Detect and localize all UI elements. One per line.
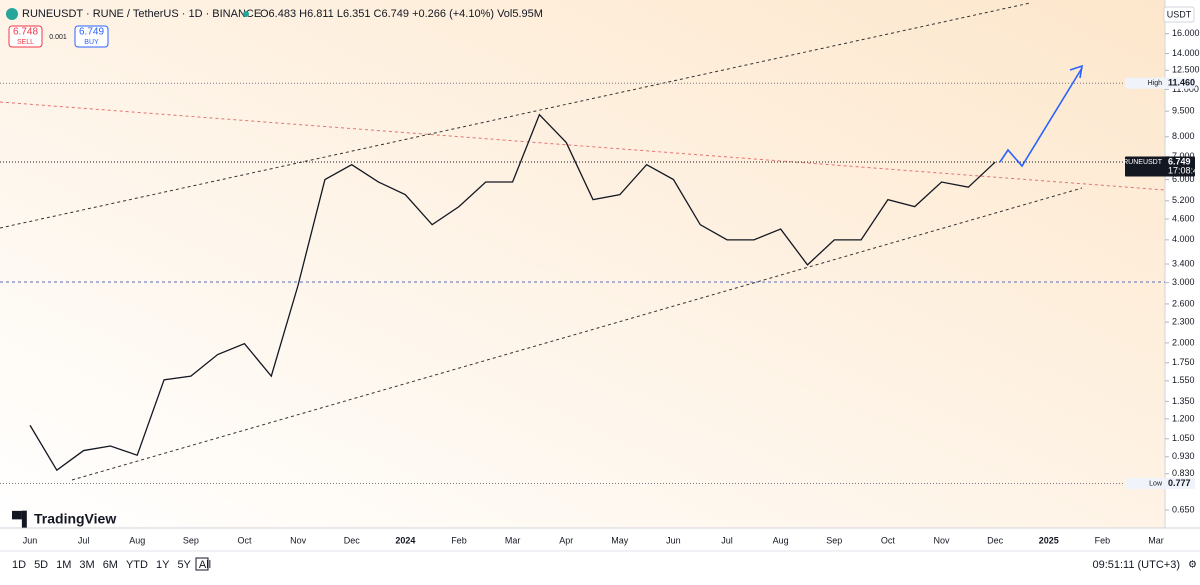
range-button[interactable]: All bbox=[199, 559, 211, 571]
x-tick-label: Oct bbox=[881, 535, 896, 545]
range-button[interactable]: 3M bbox=[79, 559, 94, 571]
x-tick-label: Mar bbox=[505, 535, 521, 545]
y-tick-label: 1.350 bbox=[1172, 396, 1195, 406]
y-tick-label: 9.500 bbox=[1172, 106, 1195, 116]
range-button[interactable]: 5D bbox=[34, 559, 48, 571]
x-tick-label: Jun bbox=[666, 535, 681, 545]
forecast-arrow bbox=[999, 67, 1083, 168]
channel-bottom bbox=[71, 187, 1083, 481]
clock: 09:51:11 (UTC+3) bbox=[1092, 559, 1180, 571]
symbol[interactable]: RUNEUSDT · RUNE / TetherUS · 1D · BINANC… bbox=[22, 8, 261, 20]
range-button[interactable]: 1M bbox=[56, 559, 71, 571]
y-tick-label: 2.600 bbox=[1172, 298, 1195, 308]
resistance-line bbox=[0, 101, 1166, 191]
date-range-icon[interactable] bbox=[195, 557, 209, 571]
price-tag-value: 6.749 bbox=[1168, 156, 1191, 166]
ohlc: O6.483 H6.811 L6.351 C6.749 +0.266 (+4.1… bbox=[260, 8, 543, 20]
price-countdown: 17:08:49 bbox=[1168, 165, 1200, 175]
x-tick-label: Sep bbox=[183, 535, 199, 545]
price-tag-value: 11.460 bbox=[1168, 78, 1195, 88]
currency: USDT bbox=[1167, 9, 1192, 19]
x-tick-label: Apr bbox=[559, 535, 573, 545]
buy-label: BUY bbox=[84, 39, 99, 46]
buy-button[interactable] bbox=[74, 25, 109, 48]
y-tick-label: 5.200 bbox=[1172, 195, 1195, 205]
symbol-icon bbox=[6, 8, 18, 20]
x-tick-label: Aug bbox=[129, 535, 145, 545]
x-tick-label: Feb bbox=[1095, 535, 1111, 545]
price-tag bbox=[1125, 77, 1195, 89]
status-dot bbox=[243, 11, 249, 17]
range-button[interactable]: 6M bbox=[103, 559, 118, 571]
range-button[interactable]: 5Y bbox=[177, 559, 191, 571]
price-tag-value: 0.777 bbox=[1168, 478, 1191, 488]
y-tick-label: 16.000 bbox=[1172, 28, 1200, 38]
y-tick-label: 6.000 bbox=[1172, 174, 1195, 184]
x-tick-label: Nov bbox=[290, 535, 307, 545]
channel-top bbox=[0, 2, 1031, 229]
range-button[interactable]: 1Y bbox=[156, 559, 170, 571]
x-tick-label: 2025 bbox=[1039, 535, 1059, 545]
price-tag bbox=[1125, 156, 1195, 177]
x-tick-label: Jul bbox=[78, 535, 90, 545]
y-tick-label: 4.000 bbox=[1172, 234, 1195, 244]
y-tick-label: 8.000 bbox=[1172, 131, 1195, 141]
range-button[interactable]: YTD bbox=[126, 559, 148, 571]
brand: TradingView bbox=[34, 511, 116, 527]
x-tick-label: Feb bbox=[451, 535, 467, 545]
y-tick-label: 1.050 bbox=[1172, 433, 1195, 443]
x-tick-label: Mar bbox=[1148, 535, 1164, 545]
y-tick-label: 0.930 bbox=[1172, 451, 1195, 461]
y-tick-label: 2.300 bbox=[1172, 317, 1195, 327]
y-tick-label: 14.000 bbox=[1172, 48, 1200, 58]
spread: 0.001 bbox=[49, 34, 67, 41]
y-tick-label: 4.600 bbox=[1172, 213, 1195, 223]
y-tick-label: 1.750 bbox=[1172, 357, 1195, 367]
y-tick-label: 0.650 bbox=[1172, 504, 1195, 514]
y-tick-label: 2.000 bbox=[1172, 337, 1195, 347]
x-tick-label: Jun bbox=[23, 535, 38, 545]
x-tick-label: 2024 bbox=[395, 535, 415, 545]
x-tick-label: Dec bbox=[987, 535, 1004, 545]
x-tick-label: Oct bbox=[237, 535, 252, 545]
buy-price: 6.749 bbox=[79, 27, 104, 38]
y-tick-label: 12.500 bbox=[1172, 65, 1200, 75]
currency-button[interactable] bbox=[1163, 6, 1195, 23]
sell-button[interactable] bbox=[8, 25, 43, 48]
price-tag-name: Low bbox=[1149, 480, 1163, 487]
range-button[interactable]: 1D bbox=[12, 559, 26, 571]
price-tag-name: RUNEUSDT bbox=[1123, 159, 1163, 166]
price-tag bbox=[1125, 478, 1195, 490]
y-tick-label: 0.830 bbox=[1172, 468, 1195, 478]
y-tick-label: 1.200 bbox=[1172, 413, 1195, 423]
plot-background bbox=[0, 0, 1165, 528]
y-tick-label: 7.000 bbox=[1172, 151, 1195, 161]
x-tick-label: Nov bbox=[934, 535, 951, 545]
sell-price: 6.748 bbox=[13, 27, 38, 38]
x-tick-label: Jul bbox=[721, 535, 733, 545]
settings-icon[interactable]: ⚙ bbox=[1188, 560, 1197, 571]
sell-label: SELL bbox=[17, 39, 34, 46]
price-tag-name: High bbox=[1148, 80, 1163, 87]
x-tick-label: Sep bbox=[826, 535, 842, 545]
y-tick-label: 3.400 bbox=[1172, 258, 1195, 268]
y-tick-label: 1.550 bbox=[1172, 375, 1195, 385]
price-line bbox=[29, 113, 996, 472]
x-tick-label: May bbox=[611, 535, 629, 545]
x-tick-label: Dec bbox=[344, 535, 361, 545]
y-tick-label: 3.000 bbox=[1172, 277, 1195, 287]
x-tick-label: Aug bbox=[773, 535, 789, 545]
brand-mark: ▀▌ bbox=[12, 511, 32, 529]
arrow-head bbox=[1069, 64, 1084, 79]
